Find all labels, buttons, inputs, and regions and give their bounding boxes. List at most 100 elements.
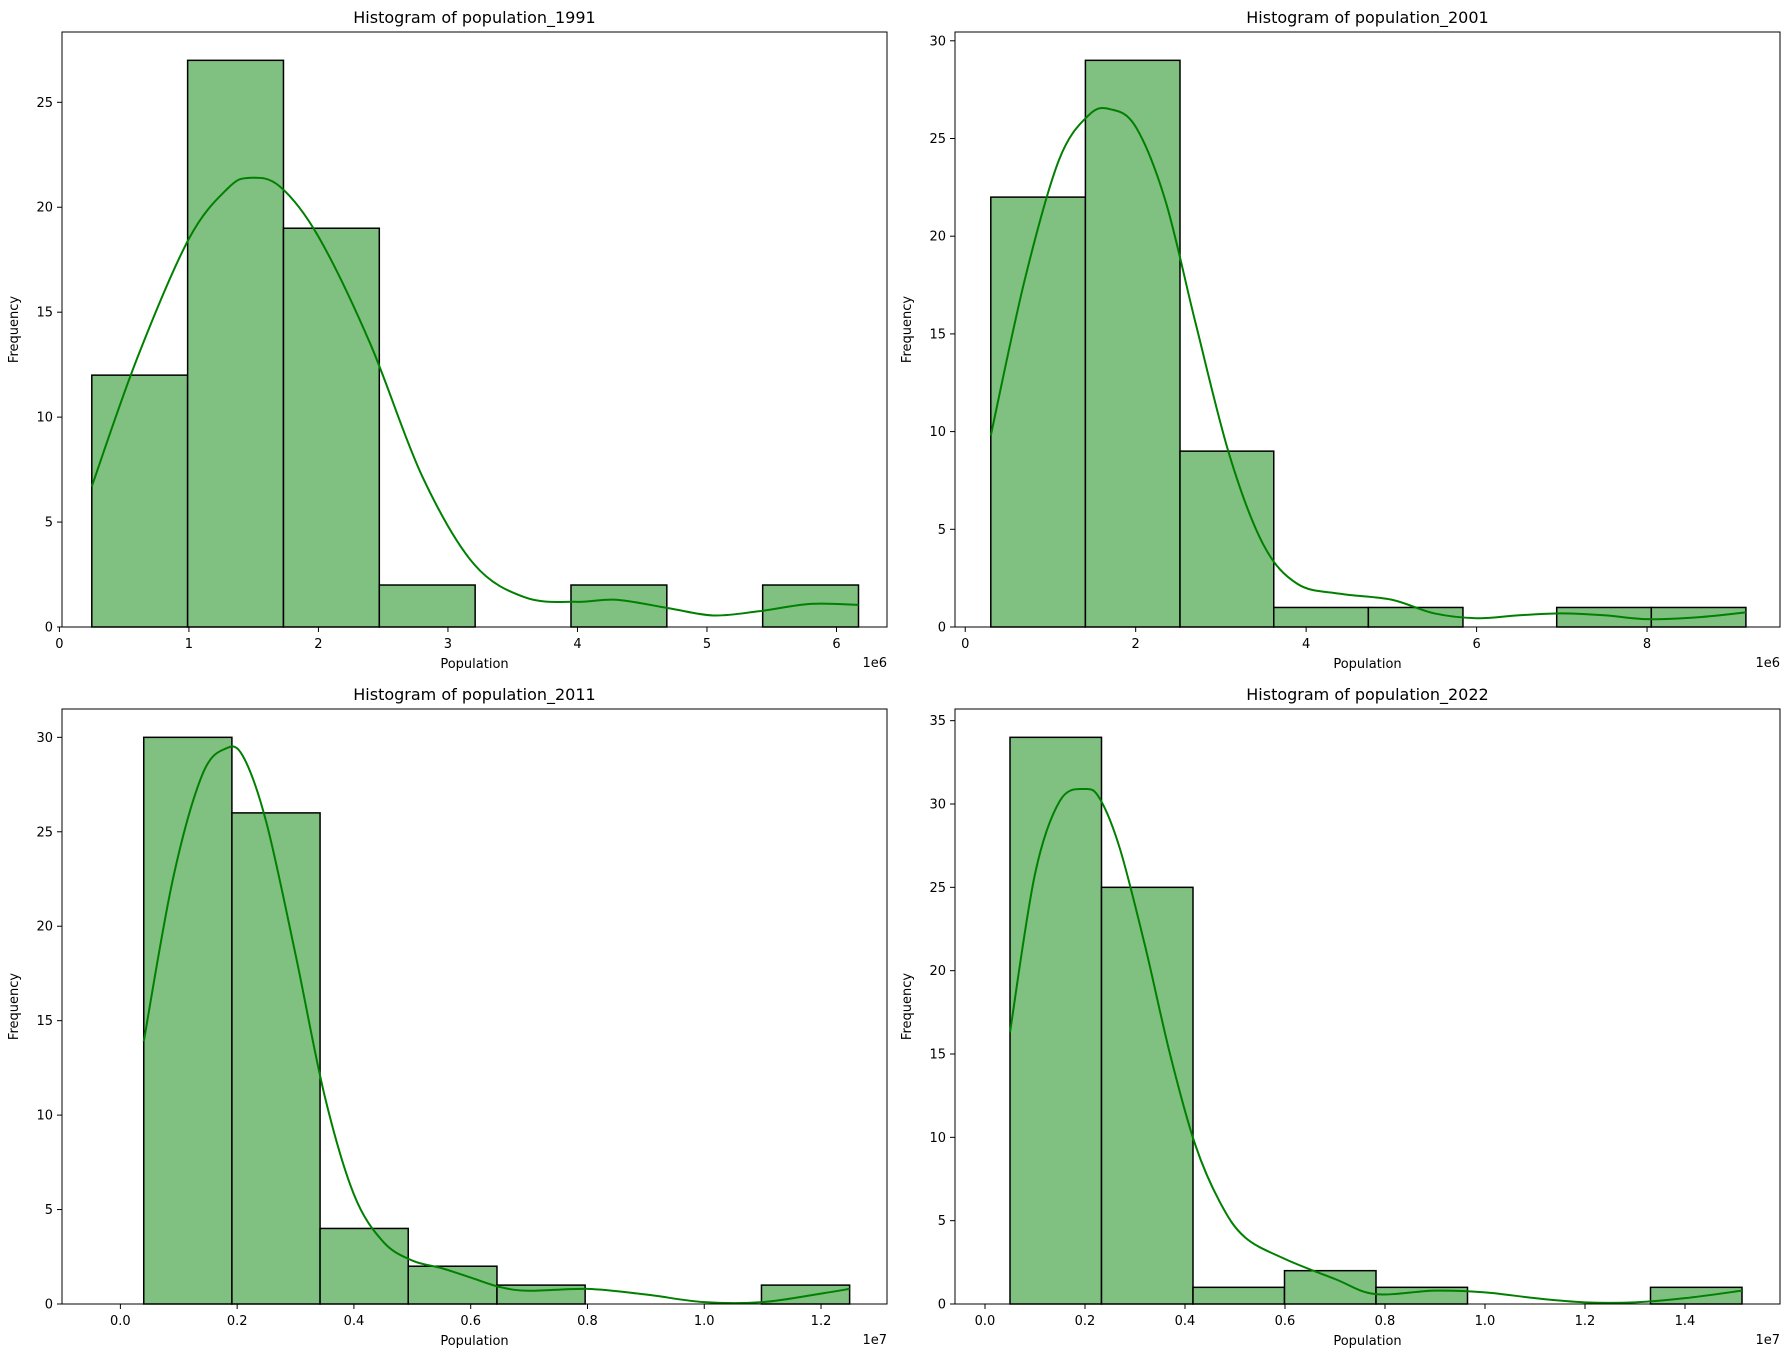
y-tick-label: 10 [929,1131,946,1146]
y-tick-label: 15 [929,327,946,342]
bars [91,59,860,628]
x-tick-label: 1.2 [811,1314,832,1329]
y-tick-label: 5 [45,516,53,531]
y-tick-label: 30 [929,34,946,49]
histogram-bar [231,812,321,1305]
subplot-population-2011: Histogram of population_2011 Population … [7,685,888,1349]
x-tick-label: 1.2 [1575,1314,1596,1329]
bars [142,736,851,1305]
x-tick-label: 0.0 [110,1314,131,1329]
y-tick-label: 15 [36,306,53,321]
x-tick-label: 0.6 [460,1314,481,1329]
y-tick-label: 25 [929,881,946,896]
x-tick-label: 3 [444,637,452,652]
x-axis-label: Population [1333,1334,1401,1349]
x-tick-label: 0.4 [1175,1314,1196,1329]
y-tick-label: 25 [36,825,53,840]
y-tick-label: 35 [929,714,946,729]
histogram-bar [1179,450,1275,628]
histogram-bar [1283,1269,1377,1305]
bars [990,59,1747,628]
y-tick-label: 5 [938,523,946,538]
histogram-bar [142,736,233,1305]
histogram-bar [1367,606,1464,628]
histogram-bar [1649,1286,1743,1305]
x-tick-label: 1 [185,637,193,652]
x-tick-label: 4 [1302,637,1310,652]
y-tick-label: 25 [929,132,946,147]
histogram-bar [378,584,476,628]
histogram-bar [761,584,860,628]
histogram-bar [186,59,285,628]
histogram-bar [319,1227,409,1305]
kde-line [142,745,850,1305]
x-offset-label: 1e7 [1755,1333,1780,1348]
x-tick-label: 0.6 [1275,1314,1296,1329]
y-tick-label: 30 [929,798,946,813]
x-tick-label: 2 [314,637,322,652]
y-tick-label: 20 [36,920,53,935]
axes-frame [61,31,888,628]
kde-line [90,176,859,617]
x-tick-label: 1.0 [1475,1314,1496,1329]
x-offset-label: 1e7 [862,1333,887,1348]
y-tick-label: 25 [36,96,53,111]
histogram-bar [990,196,1087,628]
x-offset-label: 1e6 [862,656,887,671]
x-tick-label: 1.4 [1675,1314,1696,1329]
x-tick-label: 0 [55,637,63,652]
y-tick-label: 10 [36,1109,53,1124]
x-tick-label: 0.8 [1375,1314,1396,1329]
x-tick-label: 0.4 [344,1314,365,1329]
y-tick-label: 0 [938,621,946,636]
chart-title: Histogram of population_2011 [353,685,595,705]
y-axis-label: Frequency [7,296,22,363]
histogram-bar [282,227,381,628]
histogram-bar [1100,886,1194,1305]
y-tick-label: 0 [45,621,53,636]
y-axis-label: Frequency [900,296,915,363]
axes-frame [61,708,888,1305]
bars [1009,736,1743,1305]
x-tick-label: 0.0 [975,1314,996,1329]
x-tick-label: 0.2 [1075,1314,1096,1329]
y-tick-label: 0 [45,1298,53,1313]
y-tick-label: 10 [929,425,946,440]
x-tick-label: 5 [703,637,711,652]
x-tick-label: 6 [832,637,840,652]
y-tick-label: 20 [36,201,53,216]
y-tick-label: 0 [938,1298,946,1313]
chart-title: Histogram of population_2001 [1246,8,1488,28]
x-tick-label: 6 [1472,637,1480,652]
histogram-bar [91,374,189,628]
x-tick-label: 0.8 [577,1314,598,1329]
y-tick-label: 5 [938,1214,946,1229]
x-axis-label: Population [440,1334,508,1349]
x-tick-label: 1.0 [694,1314,715,1329]
x-axis-label: Population [440,657,508,672]
y-tick-label: 20 [929,964,946,979]
x-tick-label: 0.2 [227,1314,248,1329]
x-tick-label: 4 [573,637,581,652]
histogram-bar [1009,736,1103,1305]
axes-frame [954,31,1781,628]
x-axis-label: Population [1333,657,1401,672]
histogram-bar [496,1284,586,1305]
y-tick-label: 20 [929,230,946,245]
histogram-bar [1273,606,1370,628]
y-axis-label: Frequency [900,973,915,1040]
x-offset-label: 1e6 [1755,656,1780,671]
histogram-bar [1555,606,1653,628]
subplot-population-2001: Histogram of population_2001 Population … [900,8,1781,672]
axes-frame [954,708,1781,1305]
y-tick-label: 10 [36,411,53,426]
y-tick-label: 5 [45,1203,53,1218]
kde-line [1009,787,1743,1304]
subplot-population-1991: Histogram of population_1991 Population … [7,8,888,672]
y-axis-label: Frequency [7,973,22,1040]
histogram-bar [1192,1286,1286,1305]
kde-line [989,106,1747,621]
y-tick-label: 15 [929,1048,946,1063]
x-tick-label: 8 [1643,637,1651,652]
